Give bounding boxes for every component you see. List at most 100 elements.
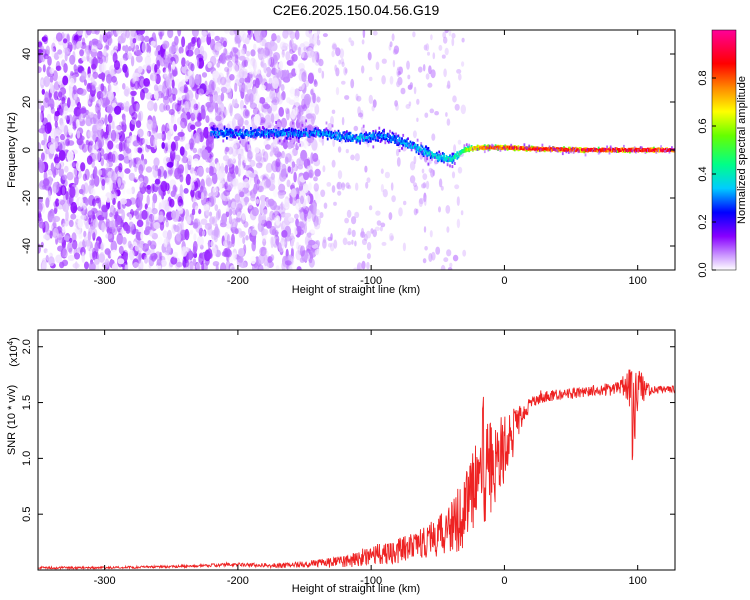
signal-cell: [671, 149, 673, 153]
signal-cell: [343, 131, 346, 134]
signal-cell: [427, 152, 430, 155]
noise-cell: [278, 240, 285, 253]
signal-cell: [468, 145, 471, 149]
signal-cell: [330, 130, 333, 134]
noise-cell: [298, 86, 303, 92]
noise-cell: [160, 259, 167, 267]
noise-cell: [288, 216, 292, 222]
noise-cell: [366, 241, 372, 251]
signal-cell: [352, 139, 354, 142]
signal-cell: [396, 143, 399, 146]
signal-cell: [230, 134, 233, 137]
noise-cell: [138, 177, 144, 188]
signal-halo-cell: [301, 123, 304, 127]
signal-halo-cell: [458, 152, 461, 156]
signal-cell: [505, 147, 508, 150]
noise-cell: [331, 109, 336, 115]
noise-cell: [297, 244, 303, 255]
signal-cell: [415, 145, 418, 149]
signal-cell: [214, 127, 216, 131]
noise-cell: [38, 202, 43, 213]
noise-cell: [211, 185, 219, 197]
signal-cell: [463, 150, 466, 153]
signal-cell: [633, 148, 636, 152]
signal-cell: [650, 147, 653, 150]
signal-cell: [426, 151, 429, 154]
signal-cell: [265, 135, 268, 138]
noise-cell: [256, 182, 260, 191]
signal-cell: [583, 147, 586, 151]
noise-cell: [309, 248, 317, 258]
noise-cell: [47, 169, 53, 179]
signal-cell: [220, 130, 222, 134]
signal-cell: [371, 134, 373, 137]
noise-cell: [208, 192, 216, 199]
noise-cell: [129, 226, 136, 235]
noise-cell: [169, 198, 175, 208]
signal-cell: [299, 131, 301, 134]
signal-cell: [232, 131, 234, 134]
noise-cell: [238, 55, 246, 61]
signal-cell: [413, 145, 415, 148]
signal-halo-cell: [609, 145, 612, 149]
noise-cell: [239, 30, 247, 42]
signal-cell: [438, 157, 441, 160]
noise-cell: [371, 105, 375, 112]
noise-cell: [337, 146, 342, 153]
signal-halo-cell: [494, 147, 497, 151]
signal-halo-cell: [300, 127, 303, 131]
noise-cell: [407, 74, 411, 80]
noise-cell: [452, 95, 457, 103]
signal-cell: [245, 132, 247, 135]
noise-cell: [150, 40, 156, 47]
signal-cell: [548, 148, 551, 152]
signal-cell: [482, 147, 485, 150]
noise-cell: [224, 164, 229, 174]
signal-cell: [389, 138, 391, 141]
signal-halo-cell: [354, 134, 357, 138]
noise-cell: [104, 114, 108, 126]
noise-cell: [229, 104, 233, 117]
signal-cell: [648, 148, 650, 152]
noise-cell: [297, 46, 302, 57]
signal-cell: [275, 129, 277, 132]
signal-halo-cell: [259, 129, 262, 132]
noise-cell: [114, 105, 122, 115]
signal-cell: [239, 133, 241, 137]
noise-cell: [366, 177, 371, 183]
noise-cell: [201, 260, 205, 270]
signal-cell: [516, 147, 519, 150]
noise-cell: [113, 125, 121, 132]
noise-cell: [418, 66, 423, 73]
signal-halo-cell: [492, 144, 495, 148]
signal-cell: [437, 155, 439, 159]
noise-cell: [346, 231, 351, 236]
noise-cell: [72, 168, 78, 178]
noise-cell: [322, 33, 328, 38]
signal-cell: [474, 146, 477, 149]
noise-cell: [249, 172, 256, 178]
noise-cell: [458, 73, 462, 81]
noise-cell: [312, 92, 316, 104]
signal-cell: [368, 132, 371, 135]
signal-cell: [431, 155, 433, 158]
noise-cell: [430, 168, 435, 178]
noise-cell: [294, 30, 300, 40]
noise-cell: [207, 62, 212, 69]
noise-cell: [53, 156, 61, 164]
signal-cell: [264, 132, 267, 136]
noise-cell: [405, 104, 411, 109]
signal-cell: [435, 151, 438, 155]
noise-cell: [205, 138, 210, 147]
noise-cell: [269, 225, 277, 236]
noise-cell: [264, 48, 270, 57]
signal-cell: [359, 133, 361, 137]
noise-cell: [40, 152, 45, 161]
noise-cell: [306, 113, 313, 119]
noise-cell: [139, 74, 144, 81]
signal-cell: [258, 127, 261, 130]
noise-cell: [55, 99, 60, 109]
noise-cell: [258, 76, 264, 83]
noise-cell: [184, 228, 190, 241]
